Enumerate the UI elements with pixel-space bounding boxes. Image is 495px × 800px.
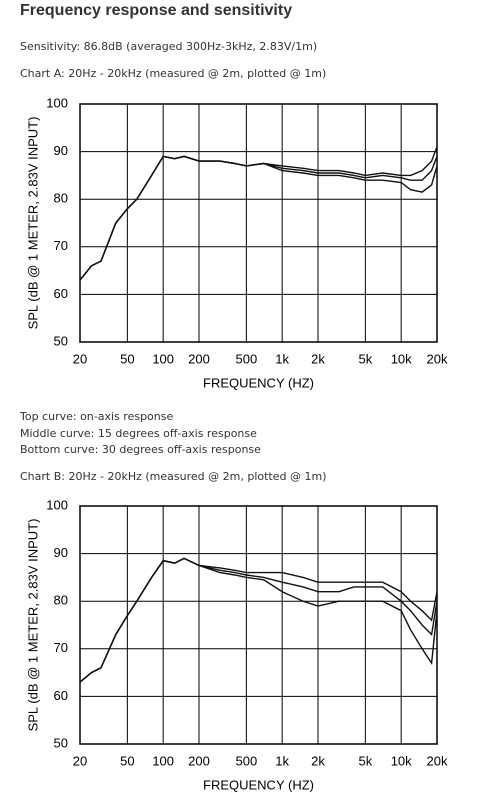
x-tick-label: 20 (73, 753, 87, 768)
x-tick-label: 2k (311, 753, 325, 768)
y-tick-label: 80 (54, 191, 68, 206)
y-tick-label: 70 (54, 640, 68, 655)
y-tick-label: 90 (54, 143, 68, 158)
x-tick-label: 1k (275, 351, 289, 366)
x-tick-label: 5k (358, 351, 372, 366)
x-tick-label: 20k (427, 753, 448, 768)
x-tick-label: 20 (73, 351, 87, 366)
response-curve (79, 557, 438, 683)
x-tick-label: 2k (311, 351, 325, 366)
y-tick-label: 50 (54, 333, 68, 348)
response-curve (79, 155, 438, 281)
page-title: Frequency response and sensitivity (20, 2, 293, 19)
x-tick-label: 500 (236, 753, 258, 768)
response-curve (79, 557, 438, 683)
sensitivity: Sensitivity: 86.8dB (averaged 300Hz-3kHz… (20, 40, 318, 53)
y-axis-label: SPL (dB @ 1 METER, 2.83V INPUT) (25, 117, 40, 330)
y-tick-label: 60 (54, 688, 68, 703)
chart: 50 60 70 80 90 100 20 50 100 200 500 1k 2k 5k 10k 20k FR… (25, 95, 448, 390)
x-axis-label: FREQUENCY (HZ) (203, 777, 314, 792)
plot-frame (79, 505, 438, 745)
y-tick-label: 70 (54, 238, 68, 253)
x-axis-label: FREQUENCY (HZ) (203, 375, 314, 390)
y-tick-label: 50 (54, 735, 68, 750)
chart-caption: Chart A: 20Hz - 20kHz (measured @ 2m, pl… (20, 67, 327, 80)
y-axis-label: SPL (dB @ 1 METER, 2.83V INPUT) (25, 519, 40, 732)
x-tick-label: 500 (236, 351, 258, 366)
y-tick-label: 100 (46, 95, 68, 110)
x-tick-label: 5k (358, 753, 372, 768)
chart-caption: Chart B: 20Hz - 20kHz (measured @ 2m, pl… (20, 470, 327, 483)
response-curve (79, 146, 438, 281)
response-curve (79, 155, 438, 281)
x-tick-label: 20k (427, 351, 448, 366)
note: Bottom curve: 30 degrees off-axis respon… (20, 443, 261, 456)
x-tick-label: 50 (120, 351, 134, 366)
x-tick-label: 100 (152, 351, 174, 366)
y-tick-label: 80 (54, 593, 68, 608)
x-tick-label: 100 (152, 753, 174, 768)
x-tick-label: 50 (120, 753, 134, 768)
y-tick-label: 90 (54, 545, 68, 560)
x-tick-label: 10k (391, 351, 412, 366)
x-tick-label: 1k (275, 753, 289, 768)
x-tick-label: 10k (391, 753, 412, 768)
chart: 50 60 70 80 90 100 20 50 100 200 500 1k 2k 5k 10k 20k FR… (25, 497, 448, 792)
y-tick-label: 100 (46, 497, 68, 512)
plot-frame (79, 103, 438, 343)
y-tick-label: 60 (54, 286, 68, 301)
x-tick-label: 200 (188, 753, 210, 768)
note: Middle curve: 15 degrees off-axis respon… (20, 427, 257, 440)
x-tick-label: 200 (188, 351, 210, 366)
note: Top curve: on-axis response (20, 410, 174, 423)
